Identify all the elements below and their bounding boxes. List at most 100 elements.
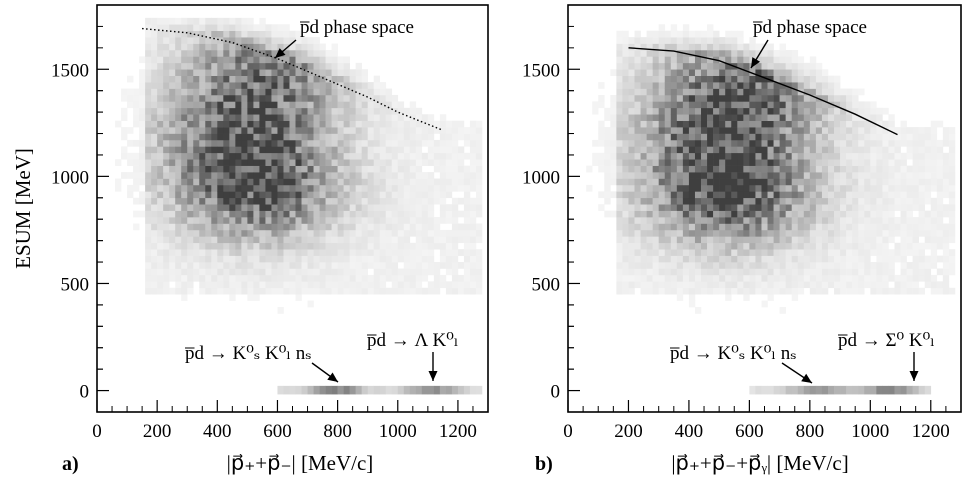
density-cell [688, 101, 696, 109]
density-cell [942, 268, 950, 276]
density-cell [241, 127, 248, 134]
density-cell [463, 172, 471, 179]
density-cell [325, 229, 332, 237]
density-cell [391, 152, 399, 160]
density-cell [767, 94, 774, 102]
density-cell [713, 146, 720, 154]
density-cell [640, 191, 647, 199]
density-cell [749, 139, 756, 147]
density-cell [785, 217, 793, 224]
density-cell [755, 159, 762, 166]
density-cell [157, 229, 164, 237]
density-cell [319, 249, 326, 256]
band-cell [803, 385, 811, 395]
density-cell [646, 274, 653, 282]
density-cell [199, 127, 206, 134]
density-cell [622, 146, 629, 154]
density-cell [151, 274, 158, 282]
density-cell [223, 24, 230, 32]
density-cell [187, 281, 194, 289]
density-cell [743, 101, 750, 109]
density-cell [694, 88, 702, 96]
density-cell [622, 178, 629, 186]
density-cell [193, 49, 200, 57]
density-cell [391, 139, 399, 147]
density-cell [331, 114, 338, 121]
band-cell [864, 385, 871, 395]
density-cell [157, 236, 164, 244]
density-cell [193, 127, 200, 134]
density-cell [797, 274, 805, 282]
density-cell [277, 307, 284, 314]
density-cell [367, 152, 375, 160]
density-cell [349, 101, 356, 109]
density-cell [373, 255, 381, 263]
density-cell [912, 229, 919, 237]
density-cell [616, 49, 623, 57]
density-cell [749, 101, 756, 109]
density-cell [355, 101, 362, 109]
density-cell [604, 172, 611, 179]
density-cell [187, 114, 194, 121]
density-cell [912, 127, 919, 134]
density-cell [301, 43, 308, 51]
density-cell [217, 249, 224, 256]
density-cell [421, 287, 429, 295]
density-cell [223, 30, 230, 38]
density-cell [616, 114, 623, 121]
density-cell [840, 255, 847, 263]
density-cells [115, 17, 483, 395]
density-cell [319, 165, 326, 173]
density-cell [670, 178, 678, 186]
density-cell [421, 229, 429, 237]
density-cell [469, 127, 477, 134]
density-cell [241, 172, 248, 179]
density-cell [211, 17, 218, 25]
density-cell [235, 255, 242, 263]
density-cell [664, 165, 672, 173]
density-cell [427, 204, 435, 211]
density-cell [187, 236, 194, 244]
density-cell [205, 274, 212, 282]
density-cell [846, 178, 853, 186]
density-cell [731, 262, 738, 269]
density-cell [676, 165, 684, 173]
density-cell [259, 223, 266, 231]
density-cell [640, 210, 647, 218]
density-cell [169, 249, 176, 256]
density-cell [307, 82, 314, 89]
density-cell [373, 94, 381, 102]
density-cell [906, 217, 913, 224]
density-cell [713, 204, 720, 211]
density-cell [912, 223, 919, 231]
density-cell [785, 242, 793, 250]
density-cell [640, 178, 647, 186]
density-cell [707, 139, 714, 147]
density-cell [325, 88, 332, 96]
density-cell [797, 133, 805, 141]
density-cell [755, 139, 762, 147]
density-cell [169, 287, 176, 295]
density-cell [181, 133, 188, 141]
density-cell [331, 75, 338, 83]
density-cell [628, 139, 635, 147]
density-cell [779, 146, 786, 154]
density-cell [852, 184, 859, 192]
density-cell [289, 146, 296, 154]
density-cell [719, 204, 726, 211]
density-cell [361, 274, 368, 282]
density-cell [175, 107, 182, 115]
band-cell [409, 385, 417, 395]
density-cell [349, 191, 356, 199]
density-cell [737, 184, 744, 192]
density-cell [163, 133, 170, 141]
density-cell [415, 152, 423, 160]
density-cell [773, 62, 780, 70]
density-cell [900, 197, 907, 205]
density-cell [682, 120, 690, 128]
density-cell [809, 114, 817, 121]
band-cell [439, 385, 447, 395]
density-cell [127, 172, 134, 179]
density-cell [646, 127, 653, 134]
density-cell [337, 133, 344, 141]
